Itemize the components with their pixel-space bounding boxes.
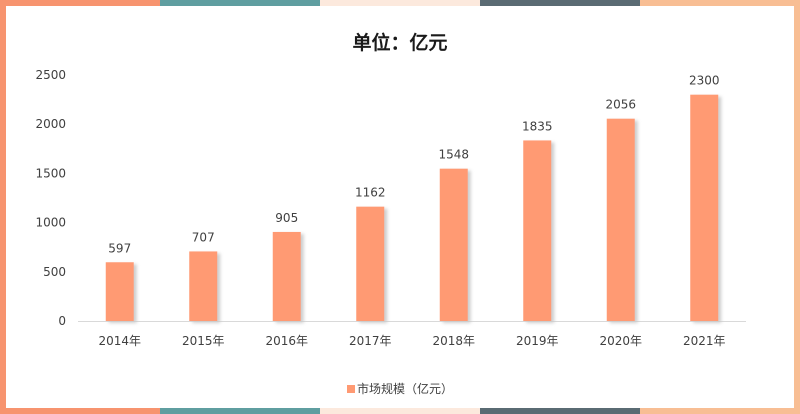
- data-label: 707: [192, 230, 215, 244]
- bar: [105, 262, 134, 321]
- x-tick-label: 2015年: [182, 334, 225, 348]
- frame-stripe: [480, 408, 641, 414]
- legend-label: 市场规模（亿元）: [356, 382, 453, 396]
- y-tick-label: 1000: [35, 216, 66, 230]
- bar: [189, 251, 218, 321]
- frame-stripe: [480, 0, 641, 6]
- frame-stripe: [640, 408, 800, 414]
- x-tick-label: 2017年: [349, 334, 392, 348]
- chart-legend: 市场规模（亿元）: [0, 380, 800, 397]
- frame-stripe: [0, 0, 161, 6]
- x-tick-label: 2016年: [265, 334, 308, 348]
- x-tick-label: 2014年: [98, 334, 141, 348]
- x-tick-label: 2019年: [516, 334, 559, 348]
- chart-title: 单位：亿元: [352, 32, 448, 54]
- bar: [606, 118, 635, 321]
- bar: [690, 94, 719, 322]
- x-tick-label: 2018年: [432, 334, 475, 348]
- frame-left-border: [0, 0, 6, 414]
- data-label: 2300: [689, 74, 720, 88]
- data-label: 1835: [522, 119, 553, 133]
- frame-stripe: [0, 408, 161, 414]
- bar: [523, 140, 552, 321]
- frame-stripe: [640, 0, 800, 6]
- bar: [439, 168, 468, 321]
- data-label: 2056: [605, 98, 636, 112]
- y-tick-label: 500: [43, 265, 66, 279]
- x-tick-label: 2021年: [683, 334, 726, 348]
- frame-stripe: [160, 0, 321, 6]
- data-label: 1548: [438, 148, 469, 162]
- frame-right-border: [794, 0, 800, 414]
- y-tick-label: 1500: [35, 166, 66, 180]
- y-tick-label: 2500: [35, 68, 66, 82]
- y-tick-label: 2000: [35, 117, 66, 131]
- bar: [356, 206, 385, 321]
- frame-stripe: [320, 0, 481, 6]
- bar: [272, 231, 301, 321]
- data-label: 905: [275, 211, 298, 225]
- frame-stripe: [320, 408, 481, 414]
- legend-swatch: [346, 385, 355, 393]
- data-label: 597: [108, 241, 131, 255]
- x-tick-label: 2020年: [599, 334, 642, 348]
- data-label: 1162: [355, 186, 386, 200]
- y-tick-label: 0: [58, 314, 66, 328]
- frame-stripe: [160, 408, 321, 414]
